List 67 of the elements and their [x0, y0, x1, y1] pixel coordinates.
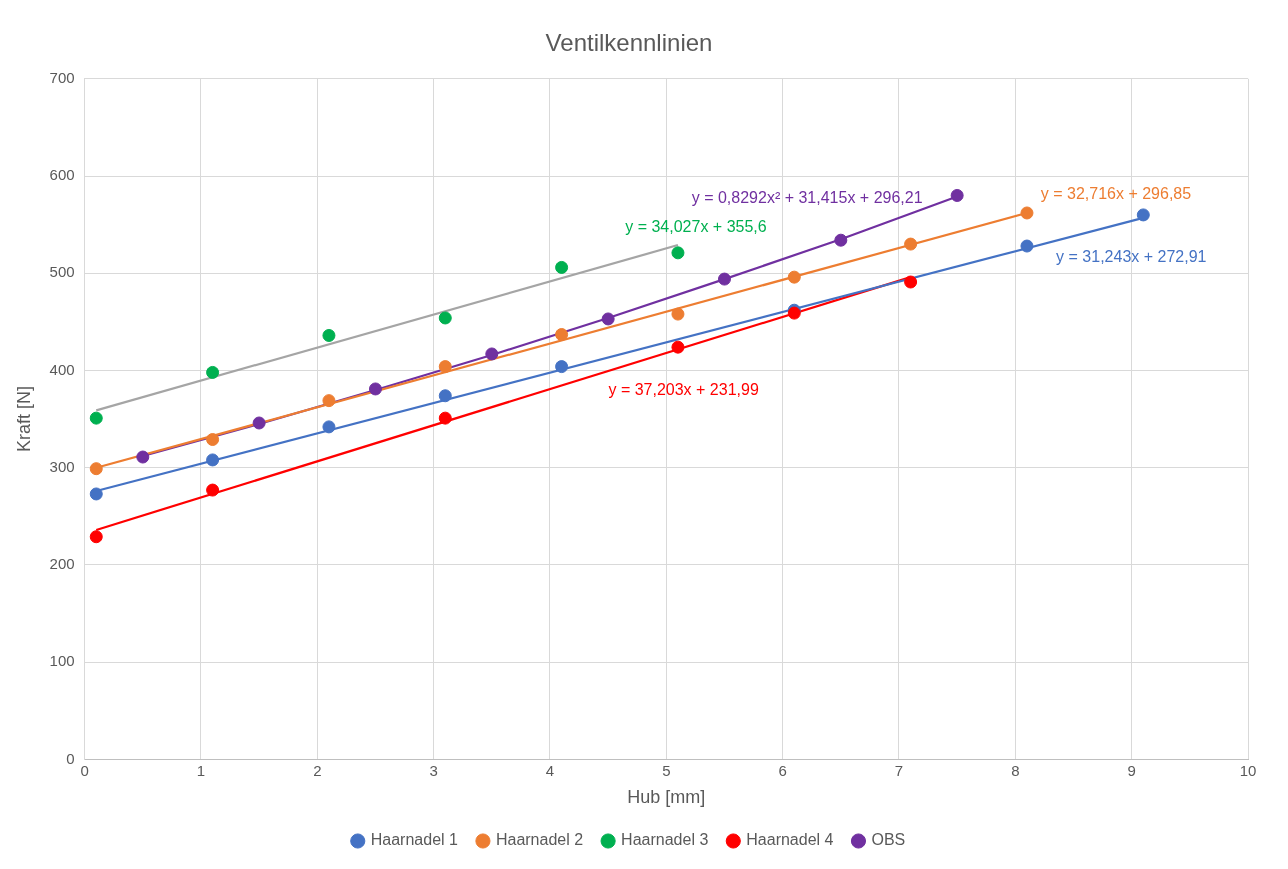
point	[438, 389, 452, 403]
x-tick-label: 0	[80, 761, 89, 779]
y-tick-label: 600	[49, 166, 75, 184]
y-tick-label: 400	[49, 360, 75, 378]
point	[322, 420, 336, 434]
point	[671, 246, 685, 260]
point	[834, 233, 848, 247]
point	[555, 360, 569, 374]
y-tick-label: 200	[49, 555, 75, 573]
point	[89, 530, 103, 544]
point	[89, 487, 103, 501]
point	[252, 416, 266, 430]
x-tick-label: 6	[778, 761, 787, 779]
point	[1136, 208, 1150, 222]
point	[601, 312, 615, 326]
point	[206, 433, 220, 447]
x-tick-label: 5	[662, 761, 671, 779]
y-tick-label: 0	[66, 749, 75, 767]
x-tick-label: 2	[313, 761, 322, 779]
y-axis-title: Kraft [N]	[13, 386, 34, 453]
annotation: y = 0,8292x² + 31,415x + 296,21	[691, 188, 923, 206]
x-tick-label: 1	[196, 761, 206, 779]
point	[206, 365, 220, 379]
y-tick-label: 500	[49, 263, 75, 281]
x-tick-label: 9	[1127, 761, 1136, 779]
point	[671, 307, 685, 321]
point	[555, 328, 569, 342]
point	[89, 411, 103, 425]
legend-label: Haarnadel 3	[621, 831, 709, 849]
x-tick-label: 8	[1011, 761, 1020, 779]
legend-label: OBS	[871, 831, 906, 849]
point	[1020, 206, 1034, 220]
point	[438, 360, 452, 374]
x-tick-label: 7	[894, 761, 904, 779]
chart-title: Ventilkennlinien	[545, 29, 713, 57]
point	[717, 272, 731, 286]
point	[671, 340, 685, 354]
point	[322, 394, 336, 408]
legend-label: Haarnadel 4	[746, 831, 834, 849]
point	[950, 188, 964, 202]
annotation: y = 37,203x + 231,99	[608, 380, 759, 398]
point	[136, 450, 150, 464]
point	[206, 453, 220, 467]
point	[206, 483, 220, 497]
x-tick-label: 3	[429, 761, 438, 779]
point	[322, 328, 336, 342]
legend-label: Haarnadel 2	[495, 831, 584, 849]
legend-label: Haarnadel 1	[370, 831, 459, 849]
y-tick-label: 700	[49, 68, 75, 86]
annotation: y = 34,027x + 355,6	[625, 218, 767, 236]
point	[904, 237, 918, 251]
x-tick-label: 4	[545, 761, 555, 779]
point	[485, 347, 499, 361]
x-axis-title: Hub [mm]	[627, 787, 706, 808]
point	[438, 411, 452, 425]
y-tick-label: 300	[49, 457, 75, 475]
point	[904, 275, 918, 289]
annotation: y = 32,716x + 296,85	[1040, 185, 1192, 203]
point	[368, 382, 382, 396]
annotation: y = 31,243x + 272,91	[1056, 248, 1207, 266]
y-tick-label: 100	[49, 652, 75, 670]
point	[438, 311, 452, 325]
x-tick-label: 10	[1239, 761, 1257, 779]
point	[89, 462, 103, 476]
point	[787, 270, 801, 284]
point	[555, 260, 569, 274]
point	[1020, 239, 1034, 253]
